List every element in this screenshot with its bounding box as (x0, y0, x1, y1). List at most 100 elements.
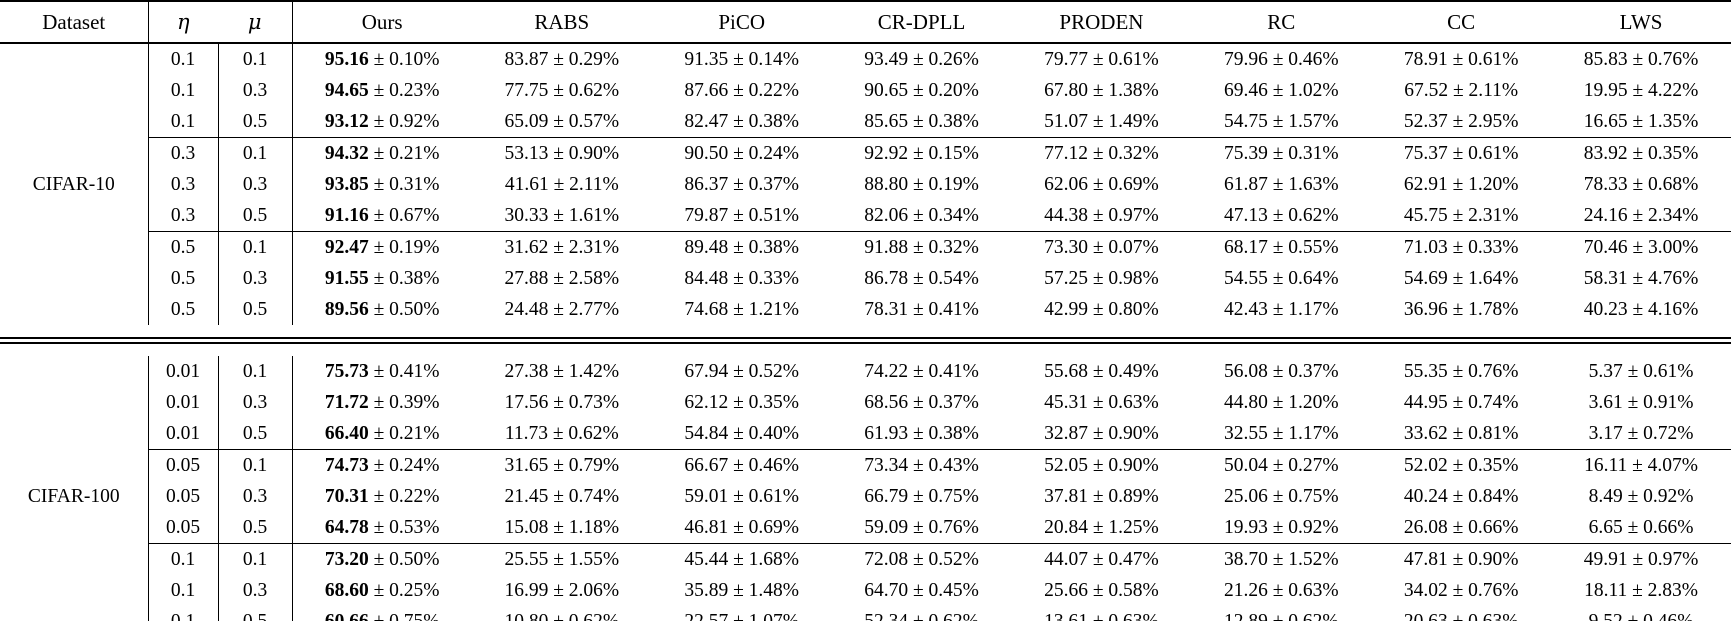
cell-rc: 25.06 ± 0.75% (1223, 485, 1339, 507)
cell-rc: 44.80 ± 1.20% (1223, 391, 1339, 413)
cell-proden: 37.81 ± 0.89% (1044, 485, 1159, 507)
cell-mu: 0.3 (217, 575, 292, 606)
cell-lws: 8.49 ± 0.92% (1588, 485, 1694, 507)
ours-mean-value: 74.73 (324, 454, 369, 476)
cell-rabs: 41.61 ± 2.11% (504, 173, 619, 195)
cell-ours: 60.66 ± 0.75% (291, 606, 472, 621)
cell-rabs: 15.08 ± 1.18% (504, 516, 620, 538)
table-body: CIFAR-10 0.1 0.1 95.16 ± 0.10% 83.87 ± 0.29%… (0, 43, 1731, 621)
cell-rabs: 17.56 ± 0.73% (504, 391, 620, 413)
header-rc: RC (1191, 1, 1372, 44)
table-row: 0.3 0.5 91.16 ± 0.67% 30.33 ± 1.61% 79.87 ± … (0, 200, 1731, 232)
table-row: 0.05 0.5 64.78 ± 0.53% 15.08 ± 1.18% 46.81 ±… (0, 512, 1731, 544)
cell-ours: 74.73 ± 0.24% (291, 449, 472, 481)
cell-eta: 0.1 (147, 543, 218, 575)
cell-pico: 54.84 ± 0.40% (684, 422, 800, 444)
table-row: 0.1 0.3 94.65 ± 0.23% 77.75 ± 0.62% 87.66 ± … (0, 75, 1731, 106)
cell-mu: 0.5 (217, 106, 292, 138)
cell-cr-dpll: 72.08 ± 0.52% (831, 543, 1012, 575)
cell-eta: 0.01 (147, 418, 218, 450)
cell-pico: 62.12 ± 0.35% (684, 391, 800, 413)
cell-eta: 0.5 (147, 294, 218, 325)
cell-rabs: 11.73 ± 0.62% (504, 422, 619, 444)
cell-lws: 78.33 ± 0.68% (1583, 173, 1699, 195)
cell-rc: 42.43 ± 1.17% (1223, 298, 1339, 320)
ours-mean-value: 93.85 (324, 173, 369, 195)
cell-lws: 83.92 ± 0.35% (1551, 137, 1731, 169)
cell-rabs: 53.13 ± 0.90% (471, 137, 652, 169)
table-row: 0.05 0.3 70.31 ± 0.22% 21.45 ± 0.74% 59.01 ±… (0, 481, 1731, 512)
cell-cc: 52.37 ± 2.95% (1403, 110, 1519, 132)
cell-cc: 33.62 ± 0.81% (1403, 422, 1519, 444)
ours-mean-value: 94.65 (324, 79, 369, 101)
cell-cr-dpll: 90.65 ± 0.20% (864, 79, 979, 101)
cell-eta: 0.5 (147, 263, 218, 294)
cell-rabs: 83.87 ± 0.29% (504, 48, 620, 70)
table-row: 0.01 0.3 71.72 ± 0.39% 17.56 ± 0.73% 62.12 ±… (0, 387, 1731, 418)
cell-rabs: 10.80 ± 0.62% (504, 610, 620, 621)
cell-rabs: 31.65 ± 0.79% (471, 449, 652, 481)
cell-lws: 19.95 ± 4.22% (1583, 79, 1699, 101)
cell-rabs: 27.88 ± 2.58% (504, 267, 620, 289)
cell-proden: 62.06 ± 0.69% (1044, 173, 1159, 195)
cell-cr-dpll: 91.88 ± 0.32% (831, 231, 1012, 263)
cell-cr-dpll: 88.80 ± 0.19% (864, 173, 979, 195)
cell-ours: 91.55 ± 0.38% (291, 263, 472, 294)
cell-ours: 94.65 ± 0.23% (291, 75, 472, 106)
cell-rc: 75.39 ± 0.31% (1191, 137, 1372, 169)
cell-cc: 52.02 ± 0.35% (1371, 449, 1552, 481)
cell-proden: 20.84 ± 1.25% (1044, 516, 1159, 538)
table-row: 0.05 0.1 74.73 ± 0.24% 31.65 ± 0.79% 66.67 ±… (0, 449, 1731, 481)
cell-rc: 32.55 ± 1.17% (1223, 422, 1339, 444)
cell-pico: 46.81 ± 0.69% (684, 516, 800, 538)
cell-cc: 26.08 ± 0.66% (1403, 516, 1519, 538)
cell-cc: 45.75 ± 2.31% (1403, 204, 1519, 226)
cell-pico: 87.66 ± 0.22% (684, 79, 800, 101)
cell-ours: 93.12 ± 0.92% (291, 106, 472, 138)
cell-eta: 0.01 (147, 387, 218, 418)
cell-proden: 42.99 ± 0.80% (1044, 298, 1159, 320)
cell-lws: 9.52 ± 0.46% (1588, 610, 1694, 621)
cell-eta: 0.1 (147, 606, 218, 621)
cell-rabs: 25.55 ± 1.55% (471, 543, 652, 575)
cell-rc: 50.04 ± 0.27% (1191, 449, 1372, 481)
cell-cc: 40.24 ± 0.84% (1403, 485, 1519, 507)
cell-ours: 94.32 ± 0.21% (291, 137, 472, 169)
cell-proden: 79.77 ± 0.61% (1044, 48, 1159, 70)
table-row: 0.1 0.5 93.12 ± 0.92% 65.09 ± 0.57% 82.47 ± … (0, 106, 1731, 138)
cell-mu: 0.3 (217, 263, 292, 294)
cell-proden: 77.12 ± 0.32% (1011, 137, 1192, 169)
cell-rc: 79.96 ± 0.46% (1223, 48, 1339, 70)
cell-ours: 70.31 ± 0.22% (291, 481, 472, 512)
header-eta: η (147, 1, 218, 44)
cell-pico: 66.67 ± 0.46% (651, 449, 832, 481)
cell-lws: 3.17 ± 0.72% (1588, 422, 1694, 444)
cell-pico: 45.44 ± 1.68% (651, 543, 832, 575)
cell-pico: 84.48 ± 0.33% (684, 267, 800, 289)
cell-mu: 0.1 (217, 449, 292, 481)
header-dataset: Dataset (0, 1, 148, 44)
dataset-label: CIFAR-10 (32, 173, 115, 195)
ours-mean-value: 93.12 (324, 110, 369, 132)
cell-cc: 67.52 ± 2.11% (1404, 79, 1519, 101)
cell-proden: 51.07 ± 1.49% (1044, 110, 1159, 132)
cell-rc: 47.13 ± 0.62% (1223, 204, 1339, 226)
cell-proden: 57.25 ± 0.98% (1044, 267, 1159, 289)
cell-proden: 67.80 ± 1.38% (1044, 79, 1159, 101)
cell-lws: 70.46 ± 3.00% (1551, 231, 1731, 263)
cell-rc: 19.93 ± 0.92% (1223, 516, 1339, 538)
cell-mu: 0.5 (217, 418, 292, 450)
cell-mu: 0.1 (217, 543, 292, 575)
cell-ours: 95.16 ± 0.10% (291, 43, 472, 75)
cell-rabs: 30.33 ± 1.61% (504, 204, 620, 226)
cell-cr-dpll: 82.06 ± 0.34% (864, 204, 979, 226)
cell-proden: 44.07 ± 0.47% (1011, 543, 1192, 575)
cell-cc: 78.91 ± 0.61% (1403, 48, 1519, 70)
cell-cr-dpll: 93.49 ± 0.26% (864, 48, 979, 70)
cell-mu: 0.1 (217, 43, 292, 75)
header-proden: PRODEN (1011, 1, 1192, 44)
cell-cr-dpll: 92.92 ± 0.15% (831, 137, 1012, 169)
cell-mu: 0.5 (217, 294, 292, 325)
